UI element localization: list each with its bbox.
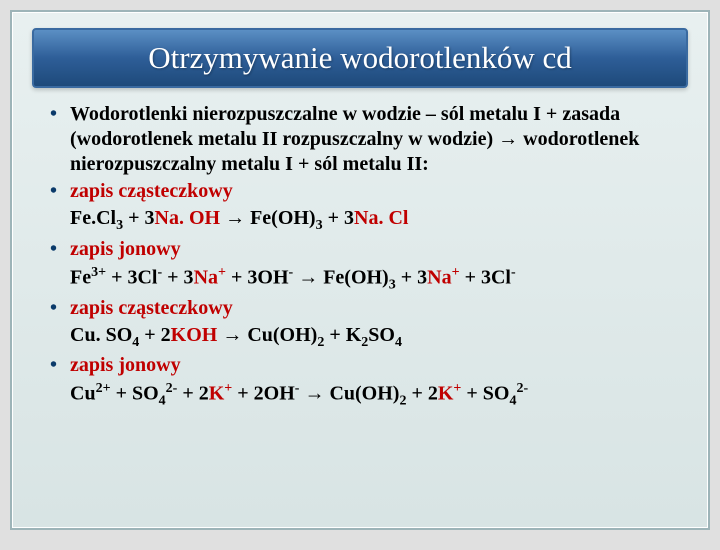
eq1-a: Fe.Cl — [70, 207, 116, 229]
bullet-item-5: zapis jonowy — [38, 353, 682, 378]
arrow-icon: → — [298, 266, 318, 288]
eq2-i: + 3Cl — [460, 266, 511, 288]
arrow-icon: → — [498, 128, 518, 150]
eq3-sub4: 4 — [395, 335, 402, 350]
bullet-item-2: zapis cząsteczkowy — [38, 179, 682, 204]
eq4-sup4: - — [295, 381, 300, 396]
eq1-d: Fe(OH) — [245, 207, 316, 229]
arrow-icon: → — [222, 324, 242, 346]
eq4-a: Cu — [70, 383, 96, 405]
bullet4-label: zapis cząsteczkowy — [70, 297, 233, 319]
eq1-f: Na. Cl — [354, 207, 408, 229]
eq2-sup5: + — [452, 265, 460, 280]
bullet2-label: zapis cząsteczkowy — [70, 180, 233, 202]
bullet-item-1: Wodorotlenki nierozpuszczalne w wodzie –… — [38, 102, 682, 177]
eq2-h: Na — [427, 266, 451, 288]
arrow-icon: → — [225, 207, 245, 229]
title-box: Otrzymywanie wodorotlenków cd — [32, 28, 688, 88]
eq4-sub1: 4 — [159, 394, 166, 409]
eq2-sup6: - — [511, 265, 516, 280]
eq2-sub1: 3 — [389, 277, 396, 292]
eq4-f: Cu(OH) — [324, 383, 399, 405]
eq3-d: Cu(OH) — [242, 324, 317, 346]
eq2-sup3: + — [218, 265, 226, 280]
eq4-b: + SO — [111, 383, 159, 405]
eq4-i: + SO — [461, 383, 509, 405]
eq3-b: + 2 — [139, 324, 170, 346]
content-area: Wodorotlenki nierozpuszczalne w wodzie –… — [12, 102, 708, 410]
eq4-e: + 2OH — [232, 383, 295, 405]
eq4-d: K — [209, 383, 225, 405]
bullet-item-3: zapis jonowy — [38, 237, 682, 262]
bullet3-label: zapis jonowy — [70, 238, 181, 260]
eq2-a: Fe — [70, 266, 91, 288]
eq4-h: K — [438, 383, 454, 405]
eq4-sup1: 2+ — [96, 381, 111, 396]
eq4-g: + 2 — [406, 383, 437, 405]
slide: Otrzymywanie wodorotlenków cd Wodorotlen… — [10, 10, 710, 530]
eq2-sup1: 3+ — [91, 265, 106, 280]
eq3-a: Cu. SO — [70, 324, 132, 346]
equation-3: Cu. SO4 + 2KOH → Cu(OH)2 + K2SO4 — [38, 323, 682, 352]
equation-1: Fe.Cl3 + 3Na. OH → Fe(OH)3 + 3Na. Cl — [38, 206, 682, 235]
eq4-c: + 2 — [177, 383, 208, 405]
eq2-b: + 3Cl — [106, 266, 157, 288]
eq3-e: + K — [324, 324, 361, 346]
eq4-sup2: 2- — [166, 381, 178, 396]
eq3-f: SO — [368, 324, 395, 346]
eq2-g: + 3 — [396, 266, 427, 288]
eq2-c: + 3 — [162, 266, 193, 288]
bullet-item-4: zapis cząsteczkowy — [38, 296, 682, 321]
eq3-c: KOH — [171, 324, 223, 346]
slide-title: Otrzymywanie wodorotlenków cd — [50, 40, 670, 76]
equation-4: Cu2+ + SO42- + 2K+ + 2OH- → Cu(OH)2 + 2K… — [38, 380, 682, 410]
eq2-e: + 3OH — [226, 266, 289, 288]
eq1-e: + 3 — [323, 207, 354, 229]
eq2-d: Na — [194, 266, 218, 288]
eq2-sup4: - — [289, 265, 294, 280]
arrow-icon: → — [304, 383, 324, 405]
eq1-b: + 3 — [123, 207, 154, 229]
eq4-sup6: 2- — [516, 381, 528, 396]
bullet5-label: zapis jonowy — [70, 354, 181, 376]
eq1-c: Na. OH — [155, 207, 226, 229]
eq1-sub2: 3 — [316, 218, 323, 233]
eq2-f: Fe(OH) — [318, 266, 389, 288]
eq4-sub3: 4 — [509, 394, 516, 409]
equation-2: Fe3+ + 3Cl- + 3Na+ + 3OH- → Fe(OH)3 + 3N… — [38, 264, 682, 294]
